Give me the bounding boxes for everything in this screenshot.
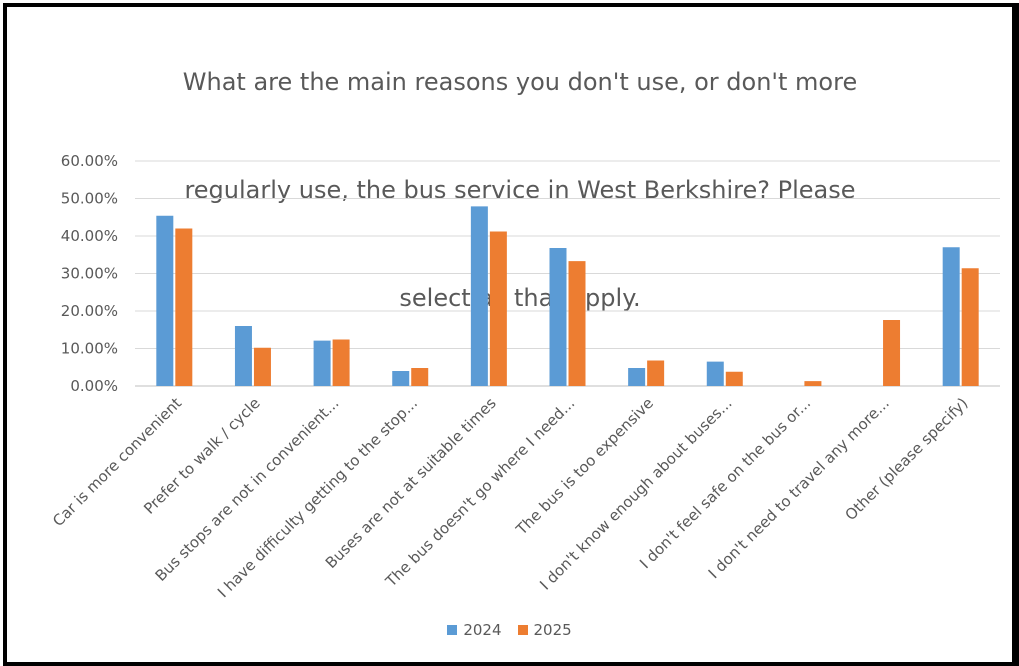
bar-2024 (942, 247, 960, 386)
bar-2024 (313, 340, 331, 386)
bar-2025 (489, 231, 507, 386)
bar-2025 (568, 261, 586, 386)
bar-2024 (470, 206, 488, 386)
legend-label-2024: 2024 (463, 621, 502, 639)
bar-2025 (961, 268, 979, 386)
bar-2024 (234, 326, 252, 386)
y-tick-label: 20.00% (61, 302, 118, 320)
chart-legend: 2024 2025 (0, 621, 1019, 639)
y-tick-label: 60.00% (61, 152, 118, 170)
x-tick-label: Buses are not at suitable times (322, 394, 500, 572)
legend-swatch-2024 (447, 625, 458, 635)
x-tick-label: I don't feel safe on the bus or... (636, 394, 814, 572)
legend-item-2024: 2024 (447, 621, 502, 639)
x-tick-label: The bus is too expensive (512, 394, 657, 539)
bar-2025 (332, 339, 350, 386)
bar-2024 (156, 215, 174, 386)
y-tick-label: 30.00% (61, 265, 118, 283)
bar-2025 (725, 371, 743, 386)
bar-2025 (411, 368, 429, 386)
chart-title: What are the main reasons you don't use,… (100, 28, 940, 316)
y-tick-label: 0.00% (70, 377, 118, 395)
y-tick-label: 40.00% (61, 227, 118, 245)
y-tick-label: 10.00% (61, 340, 118, 358)
bar-2024 (392, 371, 410, 386)
bar-2024 (706, 361, 724, 386)
chart-title-line-1: What are the main reasons you don't use,… (182, 68, 858, 96)
legend-label-2025: 2025 (533, 621, 572, 639)
legend-swatch-2025 (517, 625, 528, 635)
bar-2025 (253, 347, 271, 386)
bar-2025 (883, 320, 901, 386)
bar-2025 (804, 381, 822, 386)
x-tick-label: Car is more convenient (49, 394, 185, 530)
y-tick-label: 50.00% (61, 190, 118, 208)
bar-2025 (647, 360, 665, 386)
chart-title-line-2: regularly use, the bus service in West B… (184, 176, 856, 204)
legend-item-2025: 2025 (517, 621, 572, 639)
bar-2024 (628, 368, 646, 386)
bar-2024 (549, 248, 567, 386)
bar-2025 (175, 228, 193, 386)
